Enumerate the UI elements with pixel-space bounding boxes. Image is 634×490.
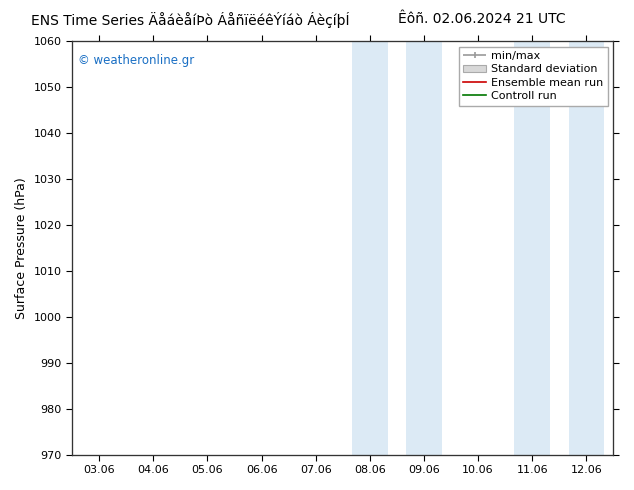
Text: Êôñ. 02.06.2024 21 UTC: Êôñ. 02.06.2024 21 UTC — [398, 12, 566, 26]
Text: © weatheronline.gr: © weatheronline.gr — [77, 53, 194, 67]
Bar — [352, 41, 388, 455]
Text: ENS Time Series ÄåáèåíÞò ÁåñïëéêÝíáò ÁèçíþÍ: ENS Time Series ÄåáèåíÞò ÁåñïëéêÝíáò Áèç… — [31, 12, 349, 28]
Bar — [514, 41, 550, 455]
Bar — [406, 41, 442, 455]
Bar — [569, 41, 604, 455]
Legend: min/max, Standard deviation, Ensemble mean run, Controll run: min/max, Standard deviation, Ensemble me… — [459, 47, 608, 105]
Y-axis label: Surface Pressure (hPa): Surface Pressure (hPa) — [15, 177, 28, 318]
